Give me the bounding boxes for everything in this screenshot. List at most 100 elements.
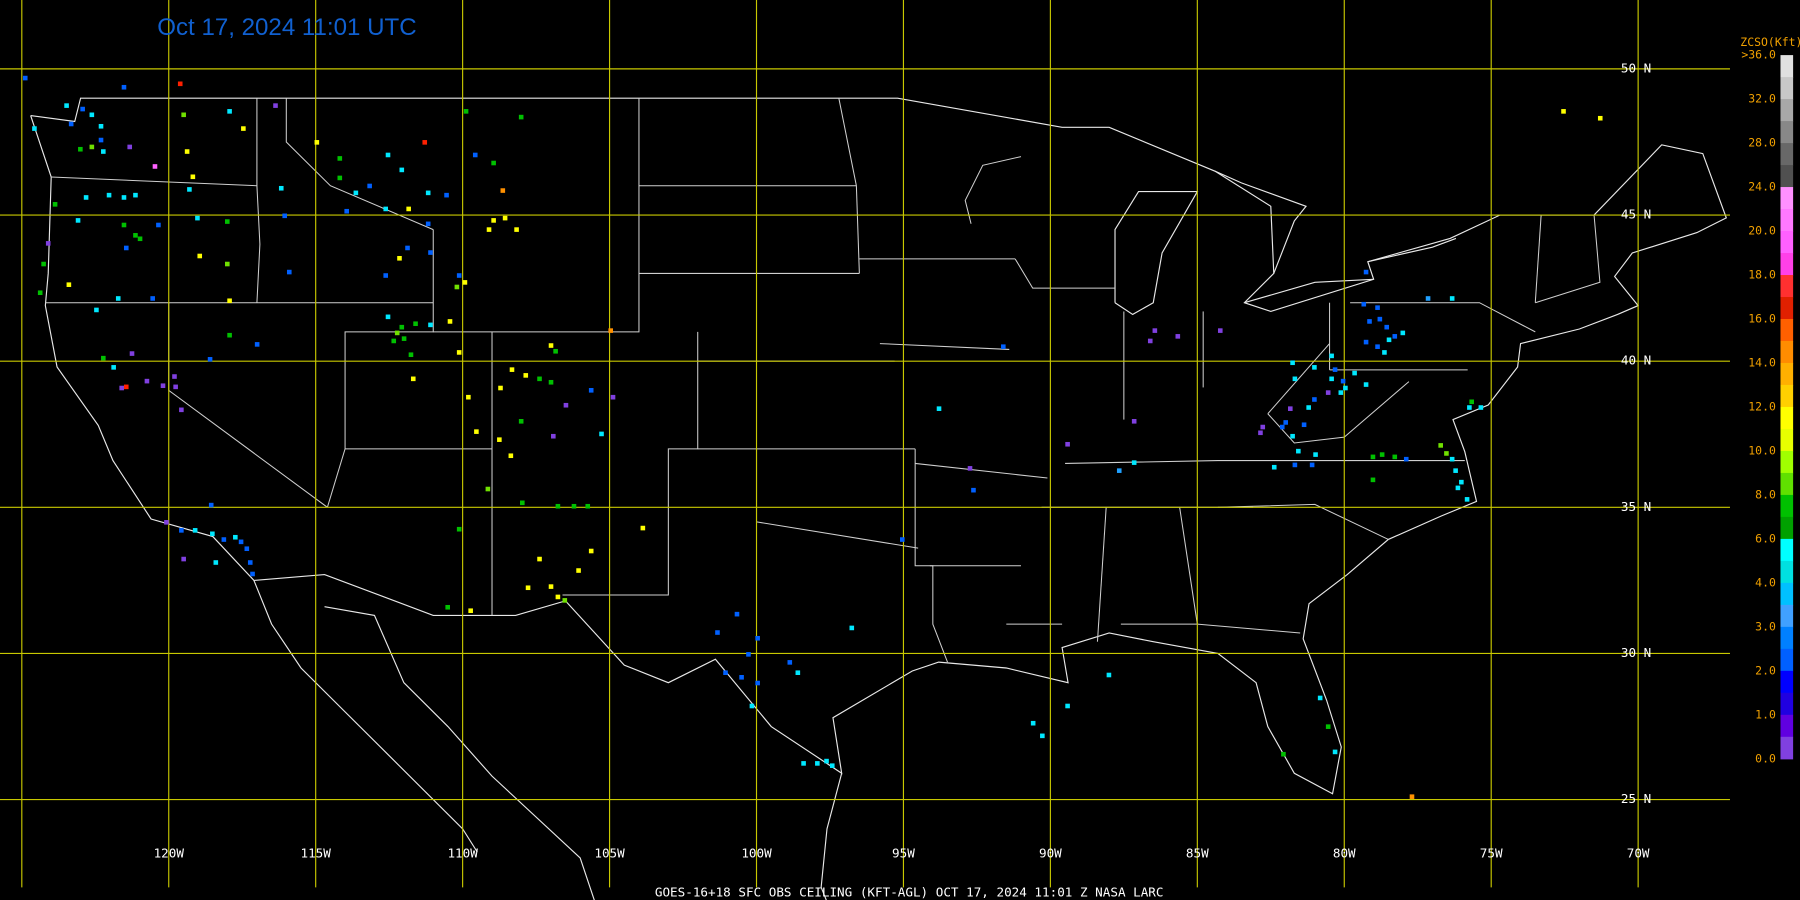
legend-swatch	[1780, 231, 1794, 254]
station-marker	[190, 174, 196, 180]
station-marker	[1329, 353, 1334, 359]
station-marker	[1290, 433, 1295, 439]
station-marker	[1469, 399, 1474, 405]
state-border	[344, 229, 493, 450]
station-marker	[121, 195, 127, 200]
station-marker	[121, 222, 127, 228]
coastline	[30, 97, 1728, 795]
station-marker	[1175, 334, 1181, 339]
station-marker	[1296, 448, 1301, 454]
station-marker	[508, 453, 514, 459]
station-marker	[1260, 424, 1266, 430]
station-marker	[106, 192, 112, 198]
legend-swatch	[1780, 714, 1794, 738]
legend-swatch	[1780, 582, 1794, 606]
station-marker	[187, 187, 192, 192]
station-marker	[571, 503, 577, 509]
station-marker	[133, 233, 138, 238]
station-marker	[383, 273, 389, 278]
station-marker	[1309, 462, 1315, 468]
station-marker	[514, 227, 519, 232]
station-marker	[555, 594, 561, 600]
station-marker	[213, 560, 219, 565]
station-marker	[1400, 330, 1406, 336]
station-marker	[1363, 382, 1369, 387]
legend-swatch	[1780, 121, 1794, 144]
legend-swatch	[1780, 143, 1794, 166]
legend-swatch	[1780, 648, 1794, 672]
station-marker	[98, 137, 104, 143]
state-border	[964, 156, 1022, 224]
legend-swatch	[1780, 253, 1794, 276]
station-marker	[445, 604, 450, 610]
station-marker	[502, 215, 508, 221]
latitude-label: 45 N	[1621, 207, 1651, 222]
station-marker	[1597, 115, 1603, 121]
station-marker	[472, 152, 478, 158]
station-marker	[1444, 451, 1449, 456]
station-marker	[121, 84, 127, 90]
station-marker	[401, 336, 407, 341]
station-marker	[111, 365, 116, 370]
station-marker	[548, 379, 554, 385]
legend-label: 2.0	[1755, 663, 1776, 677]
station-marker	[367, 183, 372, 189]
legend-label: 3.0	[1755, 619, 1776, 633]
station-marker	[734, 611, 740, 617]
station-marker	[1312, 397, 1317, 402]
station-marker	[1332, 367, 1338, 372]
station-marker	[80, 106, 85, 112]
station-marker	[197, 253, 203, 259]
legend-label: 14.0	[1748, 355, 1776, 369]
station-marker	[749, 703, 755, 709]
station-marker	[610, 394, 616, 400]
station-marker	[160, 383, 166, 389]
station-marker	[150, 296, 155, 301]
station-marker	[254, 342, 260, 347]
station-marker	[45, 241, 51, 246]
station-marker	[1292, 376, 1298, 382]
station-marker	[1382, 350, 1387, 355]
station-marker	[1375, 344, 1380, 349]
station-marker	[52, 202, 58, 207]
state-border	[1267, 343, 1330, 415]
legend-label: 18.0	[1748, 268, 1776, 282]
station-marker	[119, 385, 124, 391]
station-marker	[1147, 338, 1153, 344]
station-marker	[425, 190, 431, 196]
station-marker	[208, 502, 214, 508]
state-border	[1535, 214, 1601, 304]
station-marker	[468, 608, 473, 614]
station-marker	[64, 103, 69, 108]
station-marker	[238, 539, 244, 545]
station-marker	[1001, 344, 1006, 349]
station-marker	[156, 222, 161, 228]
state-border	[1350, 302, 1536, 333]
legend-label: 10.0	[1748, 443, 1776, 457]
legend-swatch	[1780, 406, 1794, 430]
station-marker	[1449, 296, 1455, 301]
station-marker	[1392, 334, 1398, 339]
coastline	[1214, 170, 1307, 274]
station-marker	[244, 546, 250, 552]
legend-swatch	[1780, 560, 1794, 584]
legend-swatch	[1780, 428, 1794, 452]
station-marker	[207, 357, 213, 362]
longitude-label: 115W	[301, 846, 332, 861]
state-border	[1096, 507, 1107, 642]
station-marker	[509, 367, 515, 372]
longitude-label: 105W	[594, 846, 625, 861]
longitude-label: 90W	[1039, 846, 1062, 861]
station-marker	[520, 500, 525, 506]
station-marker	[787, 660, 793, 665]
station-marker	[456, 526, 462, 532]
station-marker	[385, 152, 391, 158]
latitude-label: 30 N	[1621, 645, 1651, 660]
legend-swatch	[1780, 55, 1794, 78]
station-marker	[1258, 430, 1263, 436]
station-marker	[115, 296, 121, 301]
station-marker	[555, 503, 561, 509]
station-marker	[413, 321, 418, 327]
footer: GOES-16+18 SFC OBS CEILING (KFT-AGL) OCT…	[655, 885, 1164, 900]
